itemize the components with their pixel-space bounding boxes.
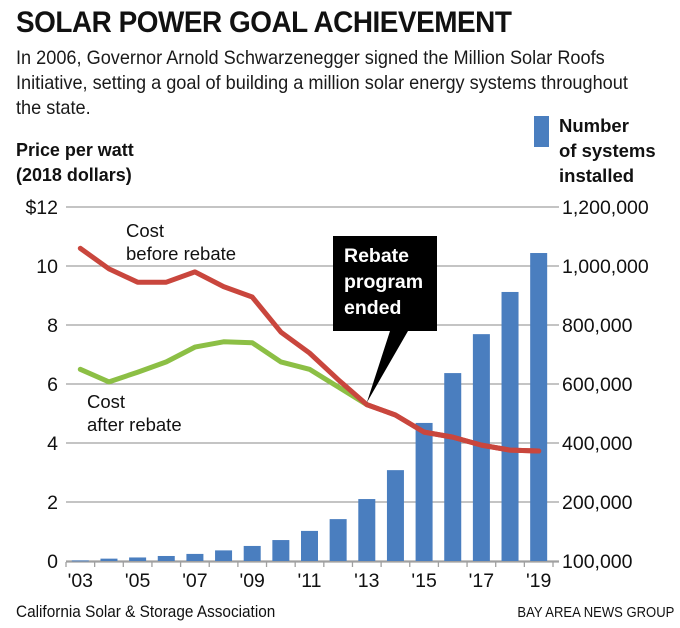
- bar-2010: [272, 540, 290, 561]
- x-axis: '03 '05 '07 '09 '11 '13 '15 '17 '19: [65, 561, 559, 592]
- left-tick-label: 10: [36, 256, 58, 278]
- bar-2007: [186, 553, 204, 561]
- right-axis-title-line1: Number: [559, 115, 629, 136]
- right-axis-ticks: 100,000 200,000 400,000 600,000 800,000 1,000…: [562, 197, 649, 573]
- chart-title: SOLAR POWER GOAL ACHIEVEMENT: [16, 6, 512, 39]
- bar-2005: [129, 557, 147, 561]
- left-axis-ticks: 0 2 4 6 8 10 $12: [25, 197, 58, 573]
- bar-2004: [100, 558, 118, 561]
- right-axis-title-line2: of systems: [559, 140, 656, 161]
- x-tick-label: '13: [354, 570, 379, 592]
- line-cost-before-rebate-tail: [364, 402, 542, 454]
- bar-series: [71, 253, 548, 562]
- x-tick-label: '17: [469, 570, 494, 592]
- bar-2003: [71, 560, 89, 562]
- bar-2019: [530, 253, 548, 561]
- left-tick-label: 4: [47, 433, 58, 455]
- chart-subtitle: In 2006, Governor Arnold Schwarzenegger …: [16, 47, 628, 119]
- rebate-ended-callout: Rebate program ended: [333, 236, 437, 403]
- x-tick-label: '19: [526, 570, 551, 592]
- right-tick-label: 600,000: [562, 374, 633, 396]
- callout-line1: Rebate: [344, 245, 409, 267]
- x-tick-label: '09: [239, 570, 264, 592]
- right-axis-title-line3: installed: [559, 165, 635, 186]
- x-tick-label: '15: [411, 570, 437, 592]
- annotations: Cost before rebate Cost after rebate: [87, 220, 236, 435]
- right-tick-label: 1,000,000: [562, 256, 649, 278]
- bar-2011: [301, 530, 318, 561]
- right-tick-label: 200,000: [562, 492, 633, 514]
- line-cost-after-rebate: [77, 339, 370, 408]
- bar-2012: [329, 519, 347, 561]
- left-axis-title-line1: Price per watt: [16, 139, 134, 160]
- cost-before-label-line1: Cost: [126, 220, 164, 241]
- left-tick-label: 0: [47, 551, 58, 573]
- right-tick-label: 100,000: [562, 551, 633, 573]
- publisher-credit: BAY AREA NEWS GROUP: [517, 605, 674, 621]
- left-tick-label: 6: [47, 374, 58, 396]
- callout-line2: program: [344, 271, 423, 293]
- x-tick-label: '05: [125, 570, 151, 592]
- cost-after-label-line2: after rebate: [87, 414, 182, 435]
- bar-2013: [358, 499, 376, 561]
- left-axis-title-line2: (2018 dollars): [16, 164, 132, 185]
- line-series: [77, 245, 542, 454]
- bar-2018: [501, 291, 519, 561]
- left-tick-label: 8: [47, 315, 58, 337]
- callout-line3: ended: [344, 297, 401, 319]
- left-tick-label: $12: [25, 197, 58, 219]
- bar-2014: [386, 470, 404, 561]
- bar-2009: [243, 545, 261, 561]
- left-tick-label: 2: [47, 492, 58, 514]
- x-tick-label: '11: [298, 570, 322, 592]
- right-tick-label: 400,000: [562, 433, 633, 455]
- cost-before-label-line2: before rebate: [126, 243, 236, 264]
- bar-2016: [444, 373, 462, 561]
- legend-swatch-bars: [534, 116, 549, 147]
- x-tick-label: '03: [68, 570, 93, 592]
- right-tick-label: 800,000: [562, 315, 633, 337]
- cost-after-label-line1: Cost: [87, 391, 125, 412]
- left-axis-title: Price per watt (2018 dollars): [16, 137, 134, 187]
- right-axis-title: Number of systems installed: [559, 113, 656, 188]
- callout-box: [333, 236, 437, 403]
- x-tick-label: '07: [182, 570, 207, 592]
- bar-2015: [415, 422, 433, 561]
- source-credit: California Solar & Storage Association: [16, 603, 276, 621]
- bar-2006: [157, 555, 175, 561]
- bar-2008: [215, 550, 233, 561]
- right-tick-label: 1,200,000: [562, 197, 649, 219]
